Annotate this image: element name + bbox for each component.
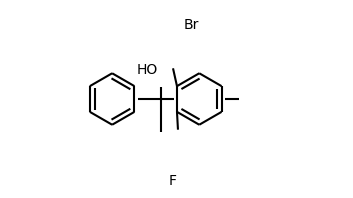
Text: F: F xyxy=(168,174,176,188)
Text: HO: HO xyxy=(137,63,158,77)
Text: Br: Br xyxy=(184,18,199,32)
